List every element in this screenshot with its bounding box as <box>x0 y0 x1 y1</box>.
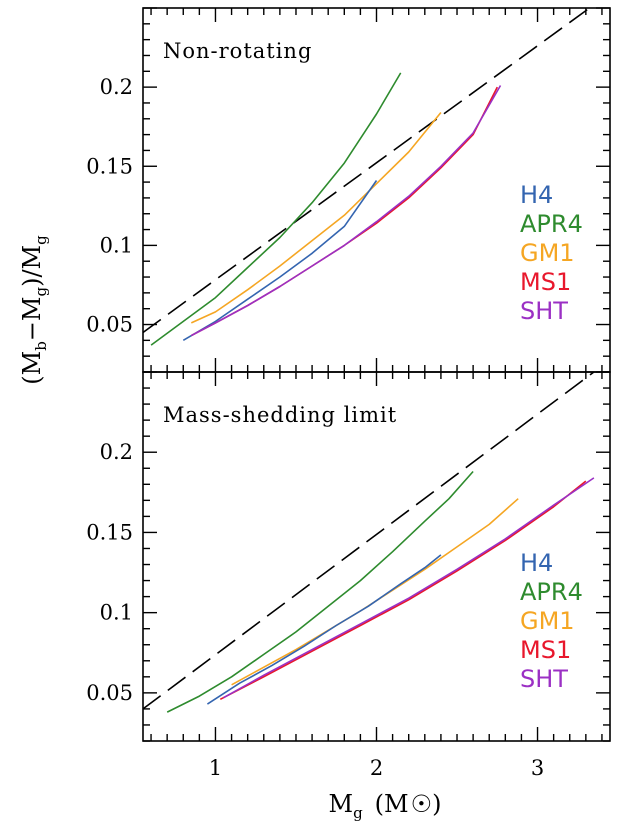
y-tick-label: 0.1 <box>100 601 133 625</box>
y-tick-label: 0.1 <box>100 233 133 257</box>
panel-non-rotating: 0.05 0.1 0.15 0.2 Non-rotating H4APR4GM1MS1SH… <box>86 7 611 373</box>
x-axis-label: Mg (M☉) <box>328 790 441 822</box>
y-tick-label: 0.05 <box>86 313 133 337</box>
reference-dashed-line <box>143 372 595 710</box>
legend-entry-sht: SHT <box>520 297 568 325</box>
x-tick-label: 2 <box>370 756 383 780</box>
series-line-h4 <box>206 554 442 705</box>
y-tick-label: 0.2 <box>100 440 133 464</box>
x-tick-label: 3 <box>531 756 544 780</box>
legend-entry-ms1: MS1 <box>520 636 571 664</box>
legend-entry-gm1: GM1 <box>520 239 575 267</box>
legend-entry-gm1: GM1 <box>520 607 575 635</box>
series-line-gm1 <box>231 498 519 686</box>
svg-text:Mg(M☉): Mg (M☉) <box>328 790 441 822</box>
y-axis-label: (Mb−Mg)/Mg <box>18 235 50 385</box>
panel-label: Mass-shedding limit <box>163 403 397 427</box>
legend-entry-apr4: APR4 <box>520 210 583 238</box>
svg-text:(Mb−Mg)/Mg: (Mb−Mg)/Mg <box>18 235 50 385</box>
legend-entry-h4: H4 <box>520 181 553 209</box>
y-tick-label: 0.15 <box>86 520 133 544</box>
series-line-gm1 <box>190 111 442 324</box>
series-line-sht <box>190 85 502 337</box>
panel-mass-shedding: 0.05 0.1 0.15 0.2 Mass-shedding limit H4APR4G… <box>86 371 611 742</box>
series-line-ms1 <box>190 86 499 337</box>
x-tick-label: 1 <box>209 756 222 780</box>
y-tick-label: 0.2 <box>100 75 133 99</box>
legend-entry-apr4: APR4 <box>520 578 583 606</box>
legend-entry-h4: H4 <box>520 549 553 577</box>
series-line-sht <box>223 477 595 699</box>
series-line-apr4 <box>166 470 474 713</box>
y-tick-label: 0.05 <box>86 681 133 705</box>
legend-entry-sht: SHT <box>520 665 568 693</box>
panel-label: Non-rotating <box>163 39 312 63</box>
series-line-h4 <box>182 180 378 341</box>
series-line-apr4 <box>150 72 402 346</box>
y-tick-label: 0.15 <box>86 154 133 178</box>
series-line-ms1 <box>219 480 587 701</box>
legend-entry-ms1: MS1 <box>520 268 571 296</box>
